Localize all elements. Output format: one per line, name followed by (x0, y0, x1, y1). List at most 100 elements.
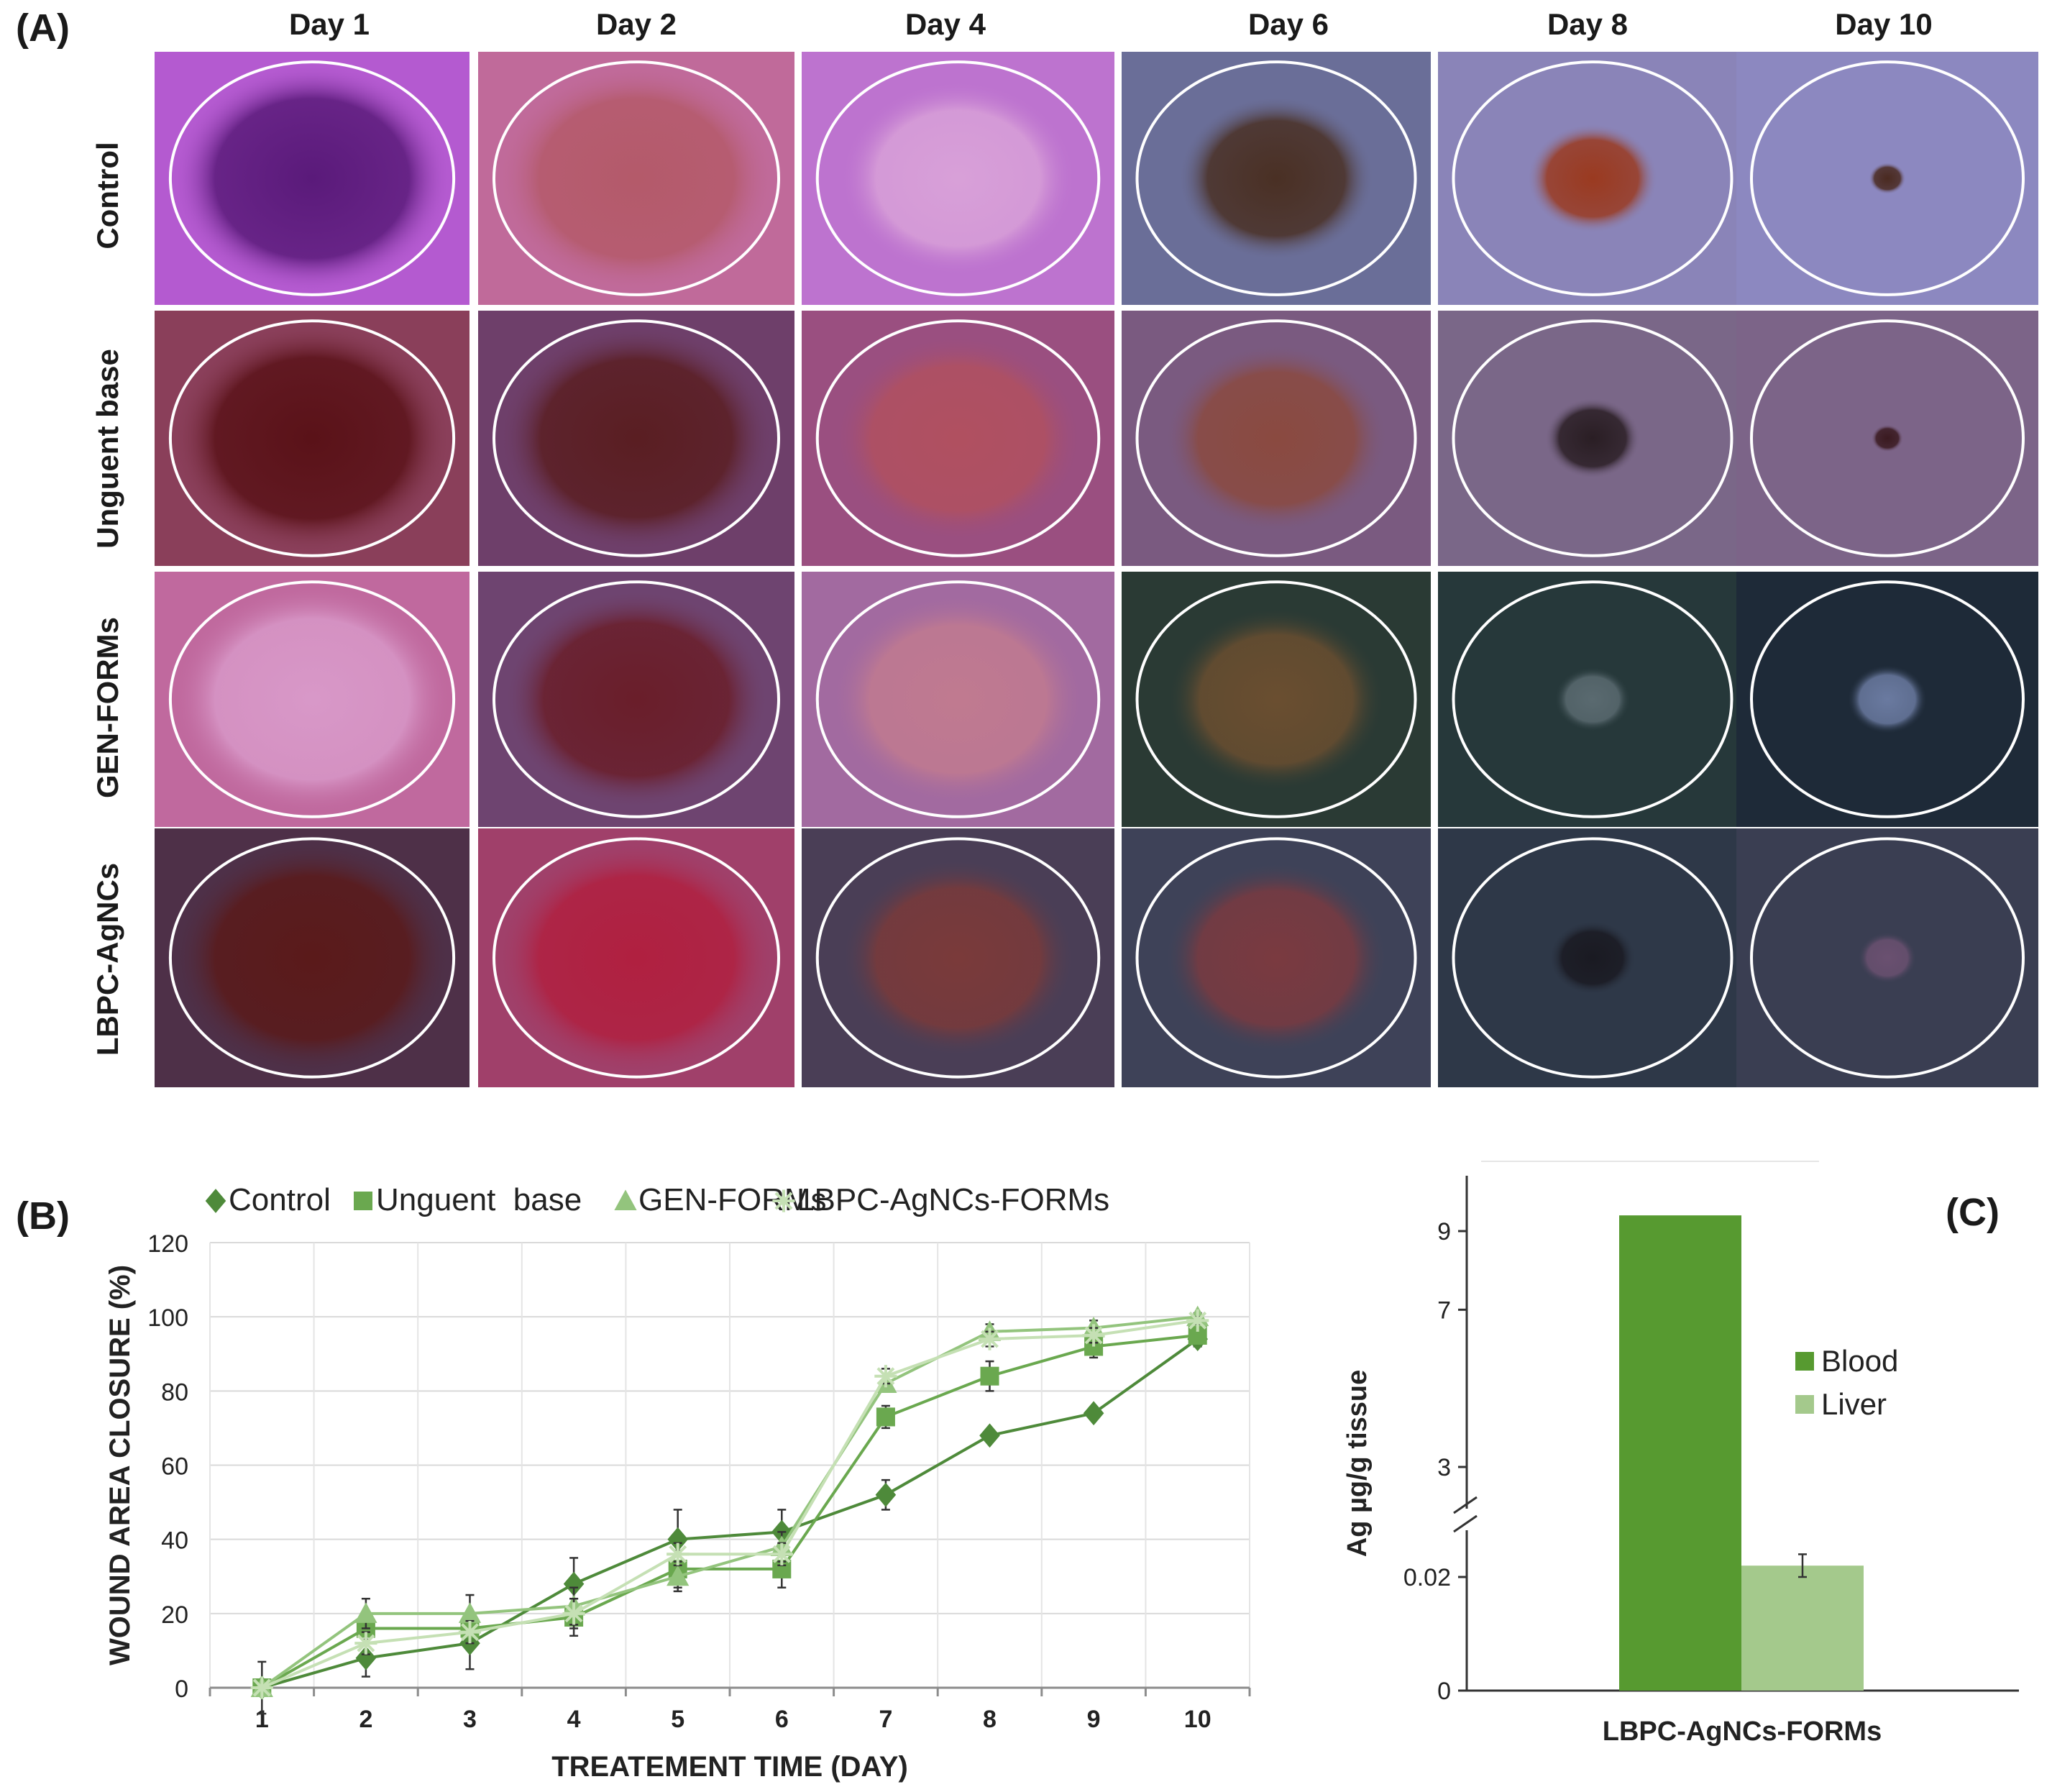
wound-photo-3-6 (1736, 572, 2038, 827)
data-point (562, 1602, 585, 1625)
day-label-1: Day 1 (288, 7, 370, 41)
x-tick-label: 9 (1087, 1706, 1101, 1733)
legend-label: GEN-FORMs (638, 1182, 827, 1217)
data-point (458, 1621, 482, 1644)
axis-break-mark (1453, 1496, 1478, 1514)
wound-photo-4-5 (1438, 828, 1747, 1087)
bar-liver (1741, 1565, 1864, 1691)
y-tick-label: 0 (1437, 1678, 1451, 1705)
legend-label: LBPC-AgNCs-FORMs (797, 1182, 1109, 1217)
y-axis-title: Ag µg/g tissue (1342, 1370, 1373, 1557)
y-tick-label: 7 (1437, 1297, 1451, 1324)
x-tick-label: 5 (671, 1706, 684, 1733)
day-label-4: Day 4 (904, 7, 986, 41)
data-point (355, 1645, 377, 1670)
wound-photo-2-1 (155, 311, 470, 566)
series-line (261, 1315, 1198, 1689)
panel-b-label: (B) (16, 1194, 70, 1238)
day-label-8: Day 8 (1547, 7, 1629, 41)
x-tick-label: 4 (567, 1706, 581, 1733)
legend-item: Control (205, 1182, 331, 1217)
x-tick-label: 10 (1184, 1706, 1211, 1733)
legend-label: Unguent base (376, 1182, 582, 1217)
legend-item: Unguent base (354, 1182, 582, 1217)
x-axis-title: TREATEMENT TIME (DAY) (551, 1751, 908, 1783)
x-tick-label: 7 (879, 1706, 892, 1733)
y-tick-label: 100 (147, 1304, 188, 1332)
y-tick-label: 80 (161, 1379, 188, 1406)
wound-photo-1-4 (1122, 52, 1431, 305)
wound-photo-3-3 (802, 572, 1114, 827)
legend-item: LBPC-AgNCs-FORMs (772, 1182, 1109, 1217)
legend-swatch (1795, 1395, 1814, 1414)
data-point (1082, 1324, 1105, 1347)
wound-photo-4-1 (155, 828, 470, 1087)
y-tick-label: 3 (1437, 1454, 1451, 1481)
wound-photo-1-2 (478, 52, 794, 305)
data-point (772, 1189, 795, 1212)
wound-photo-1-6 (1736, 52, 2038, 305)
panel-a-label: (A) (16, 6, 70, 50)
day-label-10: Day 10 (1835, 7, 1933, 41)
data-point (874, 1365, 897, 1388)
data-point (875, 1482, 897, 1507)
x-tick-label: 1 (255, 1706, 269, 1733)
x-category-label: LBPC-AgNCs-FORMs (1603, 1716, 1882, 1747)
legend-label: Blood (1821, 1344, 1898, 1378)
data-point (250, 1676, 273, 1699)
data-point (1083, 1401, 1104, 1426)
data-point (667, 1542, 690, 1565)
wound-photo-2-3 (802, 311, 1114, 566)
series-line (261, 1338, 1199, 1689)
wound-photo-3-5 (1438, 572, 1747, 827)
y-tick-label: 120 (147, 1230, 188, 1258)
data-point (770, 1542, 793, 1565)
legend-item-blood: Blood (1795, 1344, 1898, 1378)
y-tick-label: 9 (1437, 1218, 1451, 1245)
y-tick-label: 0 (175, 1676, 188, 1703)
axis-break-mark (1453, 1514, 1478, 1533)
data-point (980, 1366, 999, 1386)
wound-photo-3-1 (155, 572, 470, 827)
wound-photo-4-3 (802, 828, 1114, 1087)
wound-photo-1-5 (1438, 52, 1747, 305)
data-point (614, 1189, 637, 1210)
wound-photo-1-3 (802, 52, 1114, 305)
data-point (205, 1189, 226, 1213)
wound-photo-2-4 (1122, 311, 1431, 566)
data-point (458, 1602, 482, 1623)
legend-label: Liver (1821, 1387, 1887, 1421)
wound-photo-3-2 (478, 572, 794, 827)
data-point (978, 1327, 1002, 1350)
data-point (354, 1602, 377, 1623)
wound-photo-4-4 (1122, 828, 1431, 1087)
legend-label: Control (229, 1182, 331, 1217)
wound-closure-line-chart: 0 20 40 60 80 100 120 1 2 3 4 5 6 7 8 9 10 TREATEMENT TIM… (104, 1182, 1251, 1783)
data-point (354, 1632, 377, 1655)
data-point (979, 1423, 1000, 1448)
bar-blood (1619, 1215, 1741, 1691)
data-point (354, 1192, 372, 1210)
wound-photo-2-5 (1438, 311, 1747, 566)
series-line (261, 1319, 1198, 1689)
x-tick-label: 3 (463, 1706, 477, 1733)
legend-item: GEN-FORMs (614, 1182, 827, 1217)
x-tick-label: 2 (359, 1706, 372, 1733)
panel-c-label: (C) (1946, 1191, 2000, 1234)
x-tick-label: 8 (983, 1706, 997, 1733)
x-tick-label: 6 (775, 1706, 789, 1733)
legend-swatch (1795, 1352, 1814, 1371)
legend-item-liver: Liver (1795, 1387, 1887, 1421)
data-point (1186, 1309, 1209, 1332)
series-line (261, 1333, 1198, 1689)
day-label-6: Day 6 (1247, 7, 1329, 41)
y-tick-label: 0.02 (1403, 1564, 1451, 1591)
data-point (563, 1571, 585, 1596)
series-lbpc-agncs-forms (250, 1309, 1209, 1699)
y-tick-label: 60 (161, 1453, 188, 1481)
data-point (876, 1407, 895, 1427)
y-tick-label: 20 (161, 1601, 188, 1629)
data-point (667, 1527, 688, 1552)
data-point (667, 1565, 690, 1586)
wound-photo-4-6 (1736, 828, 2038, 1087)
